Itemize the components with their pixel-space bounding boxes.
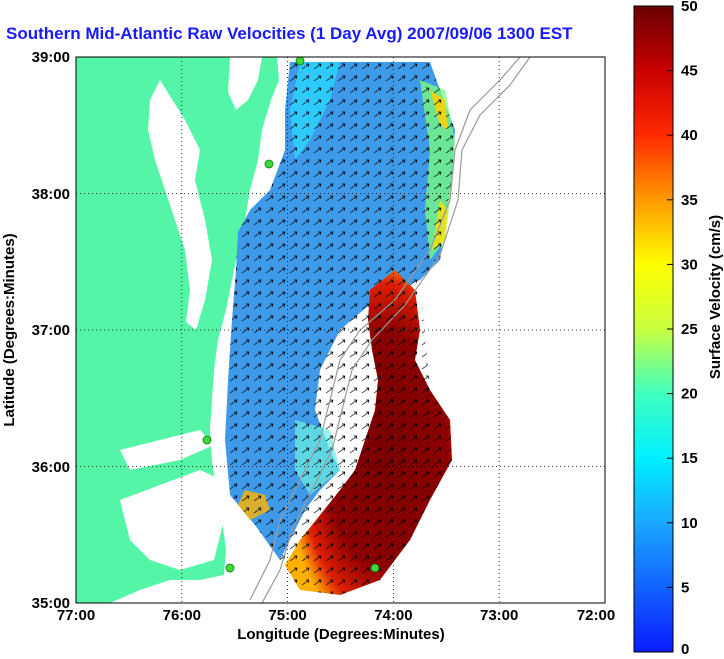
colorbar-tick-label: 15	[681, 450, 698, 467]
colorbar-tick-label: 30	[681, 256, 698, 273]
velocity-field	[225, 62, 455, 595]
radar-station	[225, 563, 235, 573]
colorbar-tick-label: 35	[681, 192, 698, 209]
albemarle-sound	[120, 430, 214, 470]
colorbar-label: Surface Velocity (cm/s)	[707, 215, 724, 379]
colorbar-tick-label: 0	[681, 641, 689, 658]
delaware-bay	[228, 57, 262, 110]
map-axes: 77:00 76:00 75:00 74:00 73:00 72:00 Long…	[1, 49, 615, 643]
y-tick-label: 36:00	[32, 459, 70, 476]
y-tick-label: 35:00	[32, 595, 70, 612]
x-axis: 77:00 76:00 75:00 74:00 73:00 72:00 Long…	[57, 607, 615, 643]
colorbar-ramp	[633, 5, 674, 653]
colorbar-tick-label: 40	[681, 127, 698, 144]
x-axis-label: Longitude (Degrees:Minutes)	[237, 626, 445, 643]
colorbar-ticks: 0 5 10 15 20 25 30 35 40 45 50	[667, 0, 698, 658]
colorbar-tick-label: 10	[681, 515, 698, 532]
radar-station	[295, 57, 305, 66]
chesapeake-bay	[148, 80, 212, 330]
pamlico-sound	[120, 470, 224, 570]
radar-station	[370, 563, 380, 573]
colorbar: 0 5 10 15 20 25 30 35 40 45 50 Surface Velocity (c…	[633, 0, 724, 658]
y-tick-label: 37:00	[32, 322, 70, 339]
map-title: Southern Mid-Atlantic Raw Velocities (1 …	[6, 24, 573, 43]
x-tick-label: 74:00	[374, 607, 412, 624]
y-tick-label: 39:00	[32, 49, 70, 66]
x-tick-label: 73:00	[480, 607, 518, 624]
radar-station	[264, 159, 274, 169]
colorbar-tick-label: 25	[681, 321, 698, 338]
x-tick-label: 77:00	[57, 607, 95, 624]
radar-stations	[202, 57, 380, 573]
radar-station	[202, 435, 212, 445]
colorbar-tick-label: 20	[681, 386, 698, 403]
x-tick-label: 72:00	[577, 607, 615, 624]
y-tick-label: 38:00	[32, 186, 70, 203]
colorbar-tick-label: 50	[681, 0, 698, 15]
x-tick-label: 76:00	[163, 607, 201, 624]
y-axis: 39:00 38:00 37:00 36:00 35:00 Latitude (…	[1, 49, 70, 612]
map-grid	[76, 57, 605, 603]
colorbar-tick-label: 45	[681, 63, 698, 80]
colorbar-tick-label: 5	[681, 579, 689, 596]
x-tick-label: 75:00	[268, 607, 306, 624]
y-axis-label: Latitude (Degrees:Minutes)	[1, 233, 18, 426]
